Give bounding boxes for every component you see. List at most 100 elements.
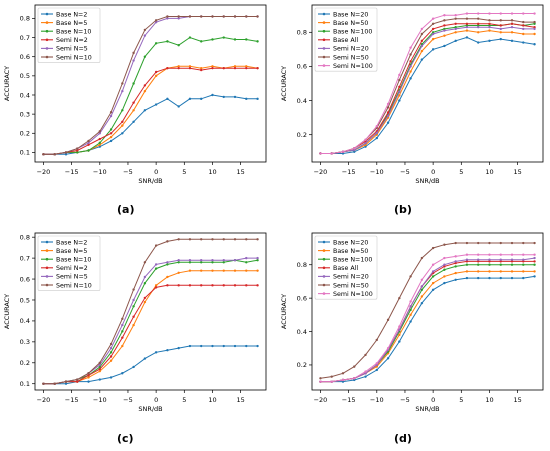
chart-panel-c: −20 −15 −10 −5 0 5 10 15 0.1 0.2 0.3 0.4 0.5 0.6 0.7 0.… [0,228,273,424]
chart-b-series-5-point-14 [477,17,480,20]
chart-b-series-6-point-15 [488,12,491,15]
chart-c-series-2-point-18 [245,261,248,264]
chart-c-series-5-point-2 [64,380,68,383]
chart-b-series-6-point-14 [477,12,480,15]
chart-c-series-3-point-13 [188,284,192,287]
chart-a-xtick-label-7: 15 [237,168,245,176]
chart-a-svg: −20 −15 −10 −5 0 5 10 15 0.1 0.2 0.3 0.4 0.5 0.6 0.7 0.… [3,4,267,185]
chart-b-series-0-point-6 [386,121,390,124]
chart-d-series-0-point-19 [533,275,536,278]
chart-b-ytick-label-2: 0.6 [297,63,307,71]
chart-b-legend-marker-2 [322,29,326,33]
chart-d-ytick-label-2: 0.6 [297,294,307,302]
chart-d-series-6-point-12 [454,255,457,258]
chart-d-xtick-label-7: 15 [514,396,522,404]
chart-a-series-5-point-1 [53,153,56,156]
chart-b-series-4-point-11 [443,29,446,32]
chart-d-legend-label-2: Base N=100 [333,257,372,264]
chart-a-series-2-point-10 [154,42,158,45]
chart-d-legend-marker-2 [322,257,326,261]
chart-d-series-5-line [320,242,535,379]
chart-c-series-1-point-6 [109,359,113,362]
chart-d-series-6-point-14 [477,253,480,256]
chart-d-series-6-point-17 [510,253,514,256]
chart-d-series-6-point-15 [488,253,491,256]
chart-c-series-0-point-16 [222,344,225,348]
chart-c-series-3-point-4 [87,374,90,377]
chart-d-series-0-point-6 [386,357,390,360]
chart-a-series-5-point-4 [87,139,90,143]
chart-d-ytick-label-3: 0.8 [297,261,307,269]
chart-c-series-0-point-9 [143,357,147,360]
chart-d-series-2-point-15 [488,263,491,266]
chart-d-series-6-point-19 [533,253,536,256]
chart-c-ytick-label-7: 0.8 [20,233,30,241]
chart-b-series-5-point-15 [488,19,491,22]
chart-b-series-0-point-14 [477,41,480,44]
chart-a-legend [37,7,101,63]
chart-a-series-0-point-5 [98,145,101,148]
chart-b-series-5-point-9 [420,32,424,36]
chart-d-series-3-point-16 [499,260,502,263]
chart-a-series-0-point-8 [132,120,135,123]
chart-c-series-3-point-14 [200,284,203,287]
chart-b-series-6-point-11 [443,14,446,17]
chart-a-legend-marker-2 [45,29,49,33]
chart-a-series-2-point-14 [200,40,203,43]
chart-a-series-2-point-16 [222,36,225,39]
chart-c-series-0-point-19 [256,344,259,348]
chart-a-series-5-point-10 [154,19,158,22]
chart-d-series-6-point-8 [409,300,412,303]
chart-d-ytick-label-1: 0.4 [297,328,307,336]
chart-d-series-2-point-18 [522,263,525,266]
chart-b-series-0-point-9 [420,58,424,61]
chart-b-legend-label-1: Base N=50 [333,20,368,27]
chart-d-series-6-point-6 [386,347,390,350]
chart-b-series-5-point-6 [386,106,390,109]
chart-a-series-1-point-6 [109,135,113,139]
chart-b-series-5-point-18 [522,20,525,24]
chart-c-series-1-point-14 [200,269,203,272]
chart-b-series-4-point-5 [375,131,378,135]
chart-a-legend-marker-0 [45,12,49,16]
chart-a-series-0-point-16 [222,95,225,99]
chart-c-series-3-point-18 [245,284,248,287]
chart-b-series-0-point-16 [499,37,502,41]
chart-d-series-0-point-11 [443,281,446,285]
chart-b-legend-label-5: Semi N=50 [333,54,369,61]
chart-b-ylabel: ACCURACY [280,66,288,101]
chart-d-series-4-point-11 [443,263,446,266]
chart-a-series-3-point-12 [177,66,180,70]
chart-a-ytick-label-0: 0.1 [20,149,30,157]
chart-c-series-3-point-8 [132,315,135,318]
chart-c-ytick-label-5: 0.6 [20,275,30,283]
chart-a-xtick-label-1: −15 [65,168,79,176]
chart-a-series-4-point-9 [143,34,147,37]
chart-c-series-3-point-5 [98,367,101,371]
chart-a-xlabel: SNR/dB [138,177,162,185]
chart-a-series-3-point-8 [132,101,135,104]
chart-d-series-3-point-11 [443,265,446,268]
chart-d-series-5-point-14 [477,241,480,245]
chart-a-ytick-label-2: 0.3 [20,110,30,118]
chart-b-series-3-point-13 [465,22,469,25]
chart-a-series-1-point-9 [143,89,147,93]
chart-a-series-1-point-14 [200,66,203,70]
chart-c-series-0-point-11 [166,349,169,352]
chart-a-series-3-point-5 [98,137,101,141]
chart-a-legend-label-0: Base N=2 [56,11,87,18]
chart-c-series-2-point-15 [211,261,214,264]
chart-c-series-4-point-16 [222,259,225,262]
chart-d-series-5-point-9 [420,256,424,260]
chart-b-series-5-point-19 [533,20,536,24]
chart-d-series-1-point-19 [533,270,536,273]
chart-c-series-1-point-19 [256,269,259,272]
chart-c-series-5-line [43,238,258,385]
chart-a-series-5-point-16 [222,15,225,18]
chart-b-series-4-point-18 [522,27,525,31]
chart-a-series-0-point-2 [64,153,68,156]
chart-b-ytick-label-0: 0.2 [297,131,307,139]
chart-c-series-0-point-4 [87,380,90,383]
chart-a-legend-marker-5 [45,55,49,59]
chart-a-legend-label-3: Semi N=2 [56,37,88,44]
